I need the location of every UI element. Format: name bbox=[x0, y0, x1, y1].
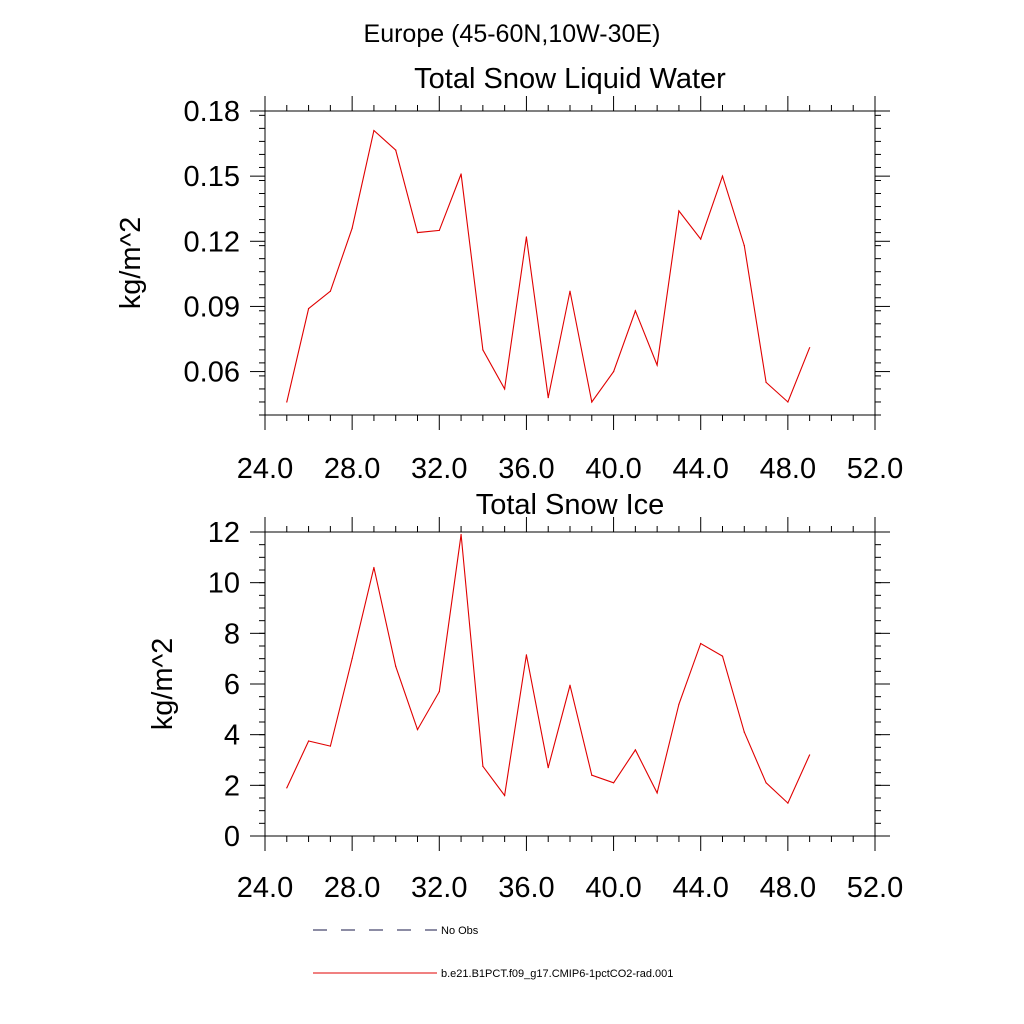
data-point bbox=[700, 238, 702, 240]
data-point bbox=[286, 401, 288, 403]
panel-title: Total Snow Liquid Water bbox=[414, 63, 726, 95]
data-point bbox=[634, 749, 636, 751]
figure-title: Europe (45-60N,10W-30E) bbox=[364, 20, 661, 48]
data-point bbox=[787, 401, 789, 403]
x-tick-label: 52.0 bbox=[847, 872, 903, 904]
y-tick-label: 2 bbox=[224, 770, 240, 802]
x-tick-label: 28.0 bbox=[324, 872, 380, 904]
x-tick-label: 24.0 bbox=[237, 453, 293, 485]
data-point bbox=[634, 310, 636, 312]
data-point bbox=[743, 245, 745, 247]
panels: Total Snow Liquid Water kg/m^2 24.0 28.0 32.… bbox=[115, 63, 903, 904]
series-line bbox=[286, 534, 811, 805]
x-tick-label: 40.0 bbox=[585, 453, 641, 485]
data-point bbox=[700, 642, 702, 645]
data-point bbox=[416, 729, 419, 731]
y-tick-label: 0.12 bbox=[184, 226, 240, 258]
legend-no-obs-label: No Obs bbox=[441, 925, 479, 937]
x-tick-label: 52.0 bbox=[847, 453, 903, 485]
x-tick-label: 32.0 bbox=[411, 453, 467, 485]
x-tick-label: 28.0 bbox=[324, 453, 380, 485]
data-point bbox=[395, 149, 397, 151]
data-point bbox=[656, 364, 658, 366]
y-tick-label: 12 bbox=[208, 517, 240, 549]
y-tick-label: 0 bbox=[224, 821, 240, 853]
data-point bbox=[351, 658, 353, 660]
data-point bbox=[460, 533, 462, 536]
data-point bbox=[395, 665, 397, 667]
data-point bbox=[569, 290, 571, 292]
data-point bbox=[721, 655, 724, 657]
data-point bbox=[656, 792, 658, 794]
x-tick-label: 36.0 bbox=[498, 453, 554, 485]
y-axis-label: kg/m^2 bbox=[147, 638, 179, 731]
data-point bbox=[373, 566, 375, 569]
y-tick-label: 0.18 bbox=[184, 96, 240, 128]
data-point bbox=[307, 308, 310, 310]
y-axis-label: kg/m^2 bbox=[115, 217, 147, 310]
data-point bbox=[765, 782, 767, 784]
data-point bbox=[765, 381, 767, 384]
panel-title: Total Snow Ice bbox=[476, 489, 665, 521]
data-point bbox=[787, 802, 789, 804]
data-point bbox=[612, 782, 615, 784]
data-point bbox=[329, 745, 331, 747]
data-point bbox=[438, 691, 440, 693]
panel-2: Total Snow Ice kg/m^2 24.0 28.0 32.0 36.0 40.0… bbox=[147, 489, 903, 904]
data-point bbox=[438, 229, 440, 232]
data-point bbox=[286, 787, 288, 789]
data-point bbox=[721, 175, 724, 177]
data-point bbox=[809, 754, 811, 756]
x-tick-label: 44.0 bbox=[672, 872, 728, 904]
data-point bbox=[678, 210, 680, 212]
y-tick-label: 6 bbox=[224, 669, 240, 701]
plot-frame bbox=[264, 110, 876, 416]
data-point bbox=[743, 731, 745, 733]
data-point bbox=[591, 774, 593, 776]
data-point bbox=[504, 794, 506, 797]
x-tick-label: 48.0 bbox=[760, 453, 816, 485]
data-point bbox=[351, 227, 353, 229]
data-point bbox=[307, 740, 310, 742]
y-tick-label: 0.09 bbox=[184, 291, 240, 323]
data-point bbox=[373, 129, 375, 132]
data-point bbox=[460, 173, 462, 175]
data-point bbox=[504, 388, 506, 390]
data-point bbox=[482, 765, 484, 767]
x-tick-label: 36.0 bbox=[498, 872, 554, 904]
data-point bbox=[329, 290, 331, 292]
plot-frame bbox=[264, 531, 876, 837]
x-tick-label: 40.0 bbox=[585, 872, 641, 904]
data-point bbox=[525, 236, 528, 238]
data-point bbox=[612, 370, 615, 373]
y-tick-label: 0.06 bbox=[184, 357, 240, 389]
panel-1: Total Snow Liquid Water kg/m^2 24.0 28.0 32.… bbox=[115, 63, 903, 485]
legend-model-label: b.e21.B1PCT.f09_g17.CMIP6-1pctCO2-rad.00… bbox=[441, 968, 673, 980]
y-tick-label: 8 bbox=[224, 618, 240, 650]
data-point bbox=[416, 232, 419, 234]
x-tick-label: 32.0 bbox=[411, 872, 467, 904]
x-tick-label: 44.0 bbox=[672, 453, 728, 485]
data-point bbox=[547, 767, 549, 769]
x-tick-label: 24.0 bbox=[237, 872, 293, 904]
data-point bbox=[525, 654, 528, 656]
y-tick-label: 0.15 bbox=[184, 161, 240, 193]
data-point bbox=[547, 397, 549, 399]
y-tick-label: 4 bbox=[224, 720, 240, 752]
data-point bbox=[591, 401, 593, 403]
y-tick-label: 10 bbox=[208, 568, 240, 600]
data-point bbox=[809, 347, 811, 349]
legend: No Obs b.e21.B1PCT.f09_g17.CMIP6-1pctCO2… bbox=[313, 925, 673, 980]
data-point bbox=[482, 349, 484, 351]
series-line bbox=[286, 129, 811, 404]
data-point bbox=[569, 684, 571, 686]
data-point bbox=[678, 703, 680, 705]
x-tick-label: 48.0 bbox=[760, 872, 816, 904]
